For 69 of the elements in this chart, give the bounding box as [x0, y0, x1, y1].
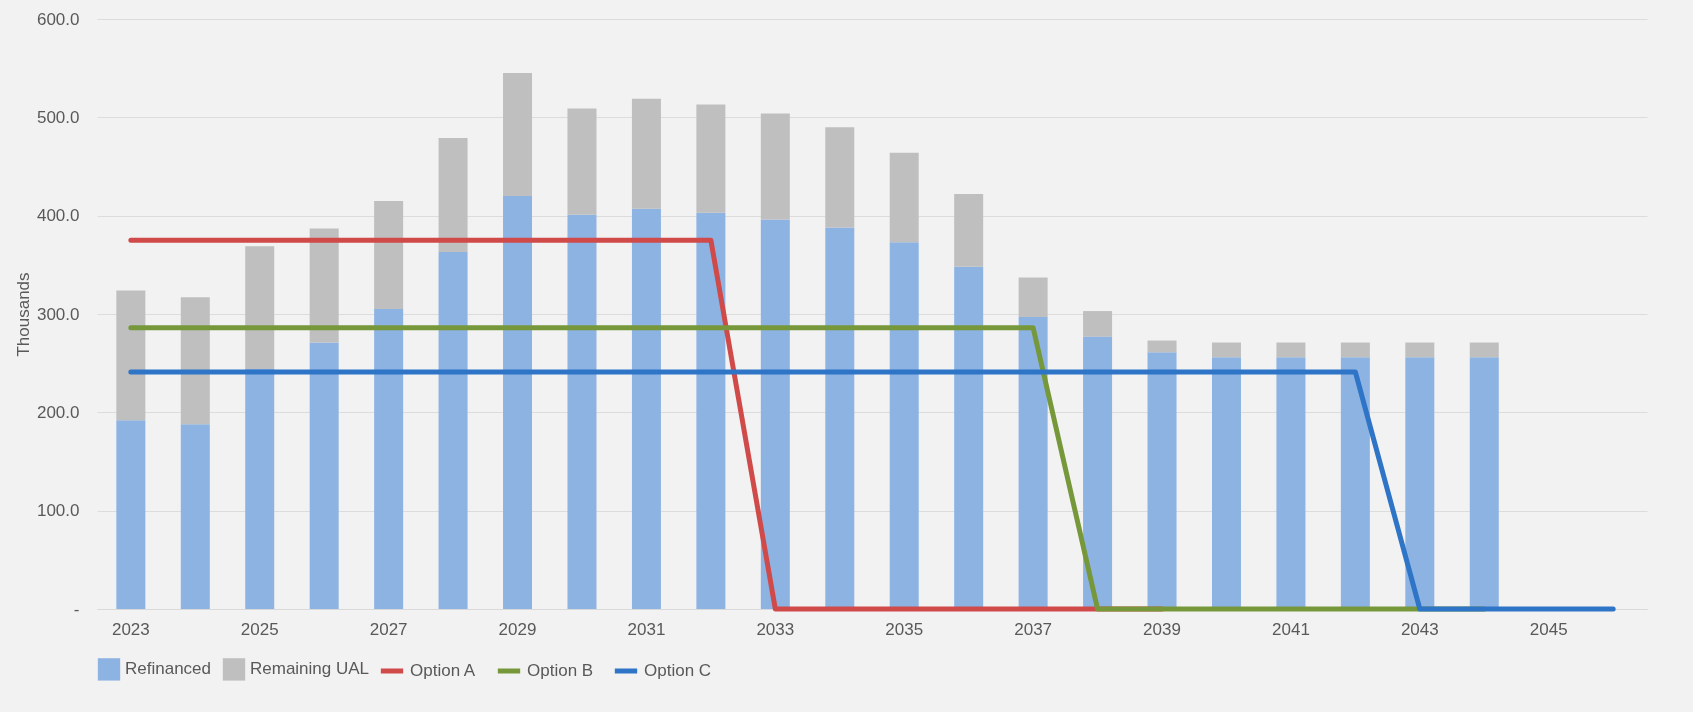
- bar: [889, 242, 919, 609]
- legend-label: Remaining UAL: [250, 659, 370, 679]
- bar: [245, 246, 275, 370]
- legend-label: Option B: [527, 661, 594, 680]
- x-tick-label: 2033: [756, 619, 795, 639]
- bar: [1147, 340, 1177, 353]
- legend-label: Option A: [410, 661, 476, 680]
- bar: [696, 104, 726, 213]
- y-tick-label: 400.0: [36, 206, 80, 226]
- x-tick-label: 2027: [369, 619, 408, 639]
- legend-label: Option C: [644, 661, 712, 680]
- bar: [1340, 342, 1370, 358]
- y-tick-label: 200.0: [36, 402, 80, 422]
- bar: [954, 266, 984, 609]
- bar: [309, 228, 339, 343]
- bar: [631, 208, 661, 609]
- bar: [503, 73, 533, 196]
- bar: [180, 297, 210, 425]
- x-tick-label: 2035: [885, 619, 924, 639]
- bar: [1469, 357, 1499, 609]
- bar: [1276, 342, 1306, 358]
- x-tick-label: 2031: [627, 619, 666, 639]
- bar: [503, 196, 533, 609]
- bar: [1405, 357, 1435, 609]
- x-tick-label: 2039: [1143, 619, 1181, 639]
- bar: [889, 152, 919, 243]
- bar: [954, 194, 984, 267]
- y-tick-label: 600.0: [36, 9, 80, 29]
- x-tick-label: 2023: [111, 619, 150, 639]
- bar: [374, 309, 404, 609]
- bar: [567, 214, 597, 609]
- y-tick-label: 100.0: [36, 501, 80, 521]
- bar: [760, 219, 790, 609]
- x-tick-label: 2037: [1014, 619, 1053, 639]
- bar: [1211, 342, 1241, 358]
- bar: [1211, 357, 1241, 609]
- x-tick-label: 2045: [1529, 619, 1568, 639]
- y-tick-label: 500.0: [36, 107, 80, 127]
- bar: [1405, 342, 1435, 358]
- y-tick-label: 300.0: [36, 304, 80, 324]
- bar: [116, 420, 146, 609]
- bar: [1469, 342, 1499, 358]
- bar: [116, 290, 146, 421]
- bar: [631, 98, 661, 209]
- bar: [1083, 336, 1113, 609]
- bar: [1147, 352, 1177, 609]
- legend-label: Refinanced: [125, 659, 212, 679]
- bar: [760, 113, 790, 220]
- bar: [567, 108, 597, 215]
- bar: [1340, 357, 1370, 609]
- bar: [825, 227, 855, 609]
- bar: [1018, 277, 1048, 317]
- bar: [1018, 316, 1048, 609]
- bar: [1083, 311, 1113, 337]
- x-tick-label: 2029: [498, 619, 537, 639]
- x-tick-label: 2043: [1400, 619, 1439, 639]
- bar: [374, 200, 404, 310]
- bar: [309, 342, 339, 609]
- y-tick-label: -: [73, 599, 80, 619]
- bar: [245, 369, 275, 609]
- bar: [180, 424, 210, 609]
- bar: [438, 252, 468, 609]
- bar: [1276, 357, 1306, 609]
- y-axis-title: Thousands: [13, 272, 33, 357]
- x-tick-label: 2025: [240, 619, 279, 639]
- bar: [825, 127, 855, 228]
- x-tick-label: 2041: [1272, 619, 1310, 639]
- bar: [696, 212, 726, 609]
- bar: [438, 137, 468, 253]
